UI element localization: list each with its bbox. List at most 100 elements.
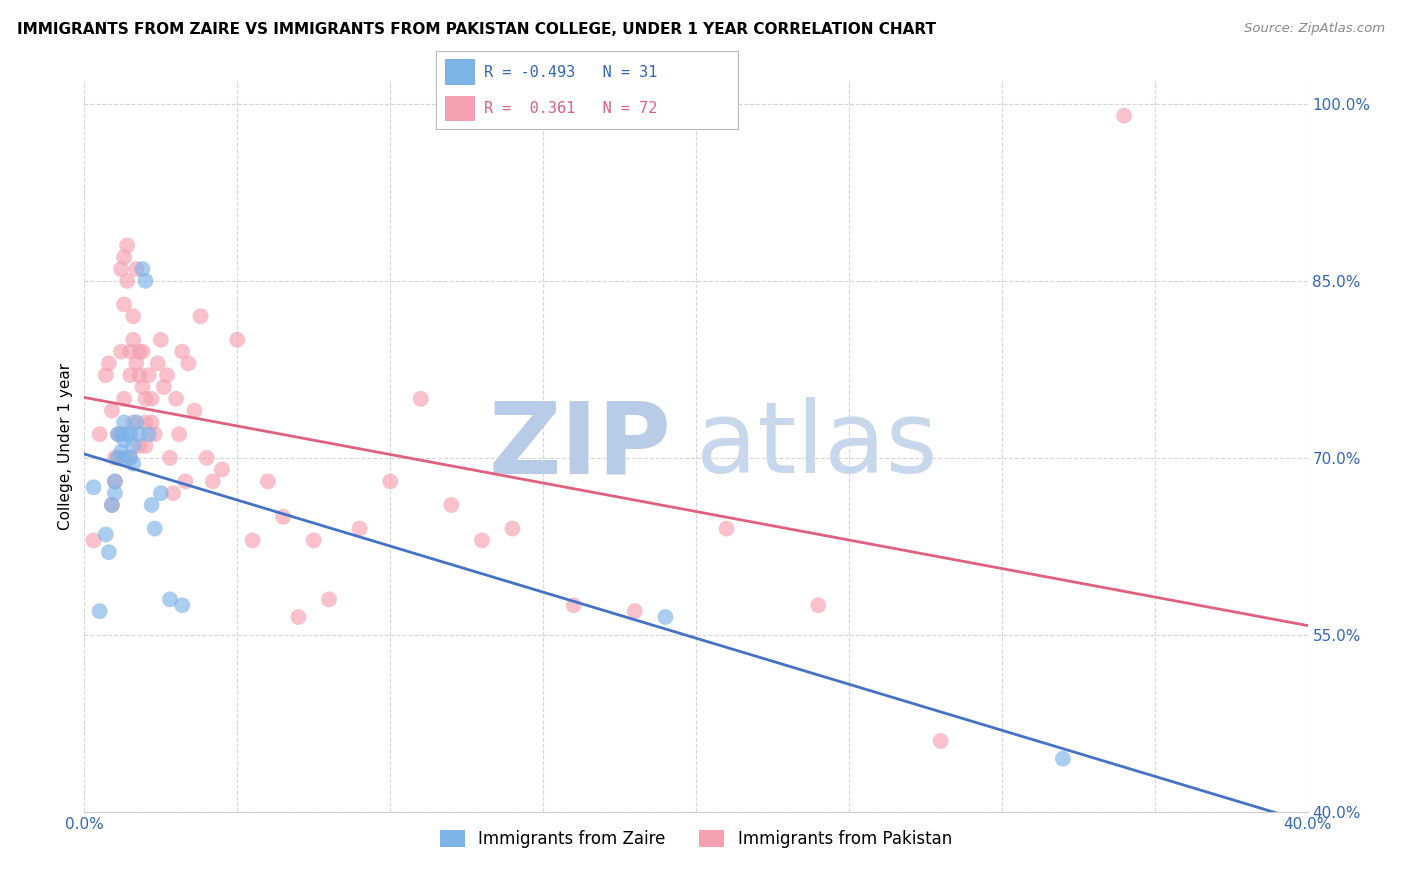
Point [287, 610, 309, 624]
Point [201, 475, 224, 489]
Point [159, 592, 181, 607]
Point [83, 533, 105, 548]
Point [1114, 109, 1136, 123]
Point [128, 344, 150, 359]
Point [110, 445, 132, 459]
Point [97, 356, 120, 370]
Point [318, 592, 340, 607]
Point [115, 274, 138, 288]
Bar [444, 96, 475, 121]
Point [125, 416, 148, 430]
Point [122, 333, 145, 347]
Bar [444, 60, 475, 85]
Point [177, 356, 200, 370]
Point [104, 486, 127, 500]
Point [107, 427, 129, 442]
Point [112, 250, 135, 264]
Point [135, 416, 157, 430]
Y-axis label: College, Under 1 year: College, Under 1 year [58, 362, 73, 530]
Point [143, 522, 166, 536]
Point [94, 527, 117, 541]
Point [349, 522, 371, 536]
Point [101, 498, 124, 512]
Point [112, 433, 135, 447]
Point [131, 262, 153, 277]
Point [807, 599, 830, 613]
Point [128, 368, 150, 383]
Text: R = -0.493   N = 31: R = -0.493 N = 31 [484, 64, 658, 79]
Point [172, 599, 194, 613]
Point [138, 368, 160, 383]
Point [101, 498, 124, 512]
Point [120, 450, 142, 465]
Point [172, 344, 194, 359]
Text: atlas: atlas [696, 398, 938, 494]
Point [143, 427, 166, 442]
Point [122, 416, 145, 430]
Point [128, 439, 150, 453]
Point [107, 427, 129, 442]
Point [94, 368, 117, 383]
Point [562, 599, 585, 613]
Point [135, 392, 157, 406]
Point [104, 475, 127, 489]
Point [141, 392, 163, 406]
Point [471, 533, 494, 548]
Point [135, 274, 157, 288]
Point [624, 604, 647, 618]
Point [149, 486, 172, 500]
Point [502, 522, 524, 536]
Point [120, 368, 142, 383]
Point [211, 462, 233, 476]
Point [97, 545, 120, 559]
Point [112, 392, 135, 406]
Point [162, 486, 184, 500]
Point [409, 392, 432, 406]
Point [226, 333, 249, 347]
Point [120, 427, 142, 442]
Point [195, 450, 218, 465]
Point [242, 533, 264, 548]
Text: ZIP: ZIP [489, 398, 672, 494]
Point [654, 610, 676, 624]
Point [110, 344, 132, 359]
Point [380, 475, 402, 489]
Point [125, 262, 148, 277]
Point [141, 416, 163, 430]
Point [122, 439, 145, 453]
Point [122, 310, 145, 324]
Point [120, 344, 142, 359]
Point [929, 734, 952, 748]
Point [107, 450, 129, 465]
Point [101, 403, 124, 417]
Point [125, 356, 148, 370]
Point [122, 457, 145, 471]
Point [190, 310, 212, 324]
Point [716, 522, 738, 536]
Point [149, 333, 172, 347]
Point [104, 475, 127, 489]
Point [174, 475, 197, 489]
Point [257, 475, 280, 489]
Point [104, 450, 127, 465]
Point [131, 380, 153, 394]
Text: IMMIGRANTS FROM ZAIRE VS IMMIGRANTS FROM PAKISTAN COLLEGE, UNDER 1 YEAR CORRELAT: IMMIGRANTS FROM ZAIRE VS IMMIGRANTS FROM… [17, 22, 936, 37]
Point [112, 416, 135, 430]
Point [271, 509, 294, 524]
Point [89, 427, 111, 442]
Point [159, 450, 181, 465]
Point [440, 498, 463, 512]
Point [165, 392, 187, 406]
Point [128, 427, 150, 442]
Point [89, 604, 111, 618]
Point [115, 427, 138, 442]
Point [1052, 751, 1074, 765]
Text: Source: ZipAtlas.com: Source: ZipAtlas.com [1244, 22, 1385, 36]
Point [302, 533, 325, 548]
Point [107, 450, 129, 465]
Point [138, 427, 160, 442]
Text: R =  0.361   N = 72: R = 0.361 N = 72 [484, 101, 658, 116]
Point [183, 403, 205, 417]
Point [156, 368, 179, 383]
Point [83, 480, 105, 494]
